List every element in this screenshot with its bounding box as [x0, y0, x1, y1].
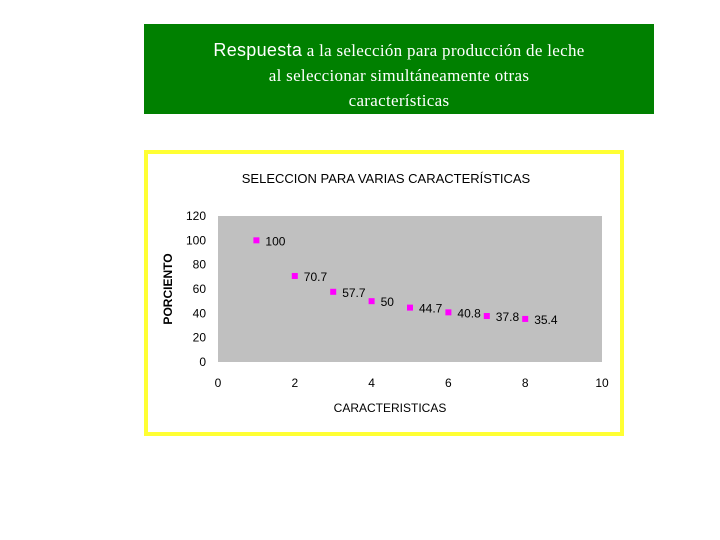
y-tick-label: 100: [186, 233, 206, 247]
banner-line-3: características: [348, 91, 450, 110]
y-tick-label: 0: [199, 355, 206, 369]
data-label: 44.7: [419, 302, 443, 316]
x-tick-label: 0: [215, 376, 222, 390]
plot-area: [218, 216, 602, 362]
data-label: 35.4: [534, 313, 558, 327]
banner-lead-word: Respuesta: [213, 40, 303, 60]
data-label: 37.8: [496, 310, 520, 324]
title-banner: Respuesta a la selección para producción…: [144, 24, 654, 114]
data-points: [253, 237, 529, 322]
y-axis-title: PORCIENTO: [161, 253, 175, 324]
data-point-marker: [291, 272, 298, 279]
banner-line-1-rest: a la selección para producción de leche: [302, 41, 585, 60]
y-tick-label: 80: [193, 258, 207, 272]
data-labels: 100 70.7 57.7 50 44.7 40.8 37.8 35.4: [265, 234, 557, 327]
y-tick-label: 20: [193, 331, 207, 345]
data-point-marker: [253, 237, 260, 244]
x-axis-title: CARACTERISTICAS: [334, 401, 447, 415]
data-label: 100: [265, 234, 285, 248]
y-tick-label: 60: [193, 282, 207, 296]
x-tick-label: 6: [445, 376, 452, 390]
data-label: 40.8: [457, 306, 481, 320]
data-label: 57.7: [342, 286, 366, 300]
scatter-chart: SELECCION PARA VARIAS CARACTERÍSTICAS 0 2…: [161, 171, 609, 415]
y-tick-label: 40: [193, 306, 207, 320]
y-axis-ticks: 0 20 40 60 80 100 120: [186, 209, 206, 369]
chart-title: SELECCION PARA VARIAS CARACTERÍSTICAS: [242, 171, 531, 186]
x-tick-label: 2: [291, 376, 298, 390]
data-point-marker: [483, 313, 490, 320]
data-label: 50: [381, 295, 395, 309]
banner-line-2: al seleccionar simultáneamente otras: [268, 66, 530, 85]
y-tick-label: 120: [186, 209, 206, 223]
data-point-marker: [522, 315, 529, 322]
x-tick-label: 10: [595, 376, 609, 390]
data-label: 70.7: [304, 270, 328, 284]
x-axis-ticks: 0 2 4 6 8 10: [215, 376, 609, 390]
x-tick-label: 8: [522, 376, 529, 390]
data-point-marker: [368, 298, 375, 305]
data-point-marker: [407, 304, 413, 311]
data-point-marker: [445, 309, 452, 316]
chart-frame: SELECCION PARA VARIAS CARACTERÍSTICAS 0 2…: [144, 150, 624, 436]
banner-line-1: Respuesta a la selección para producción…: [144, 40, 654, 61]
data-point-marker: [330, 288, 337, 295]
x-tick-label: 4: [368, 376, 375, 390]
